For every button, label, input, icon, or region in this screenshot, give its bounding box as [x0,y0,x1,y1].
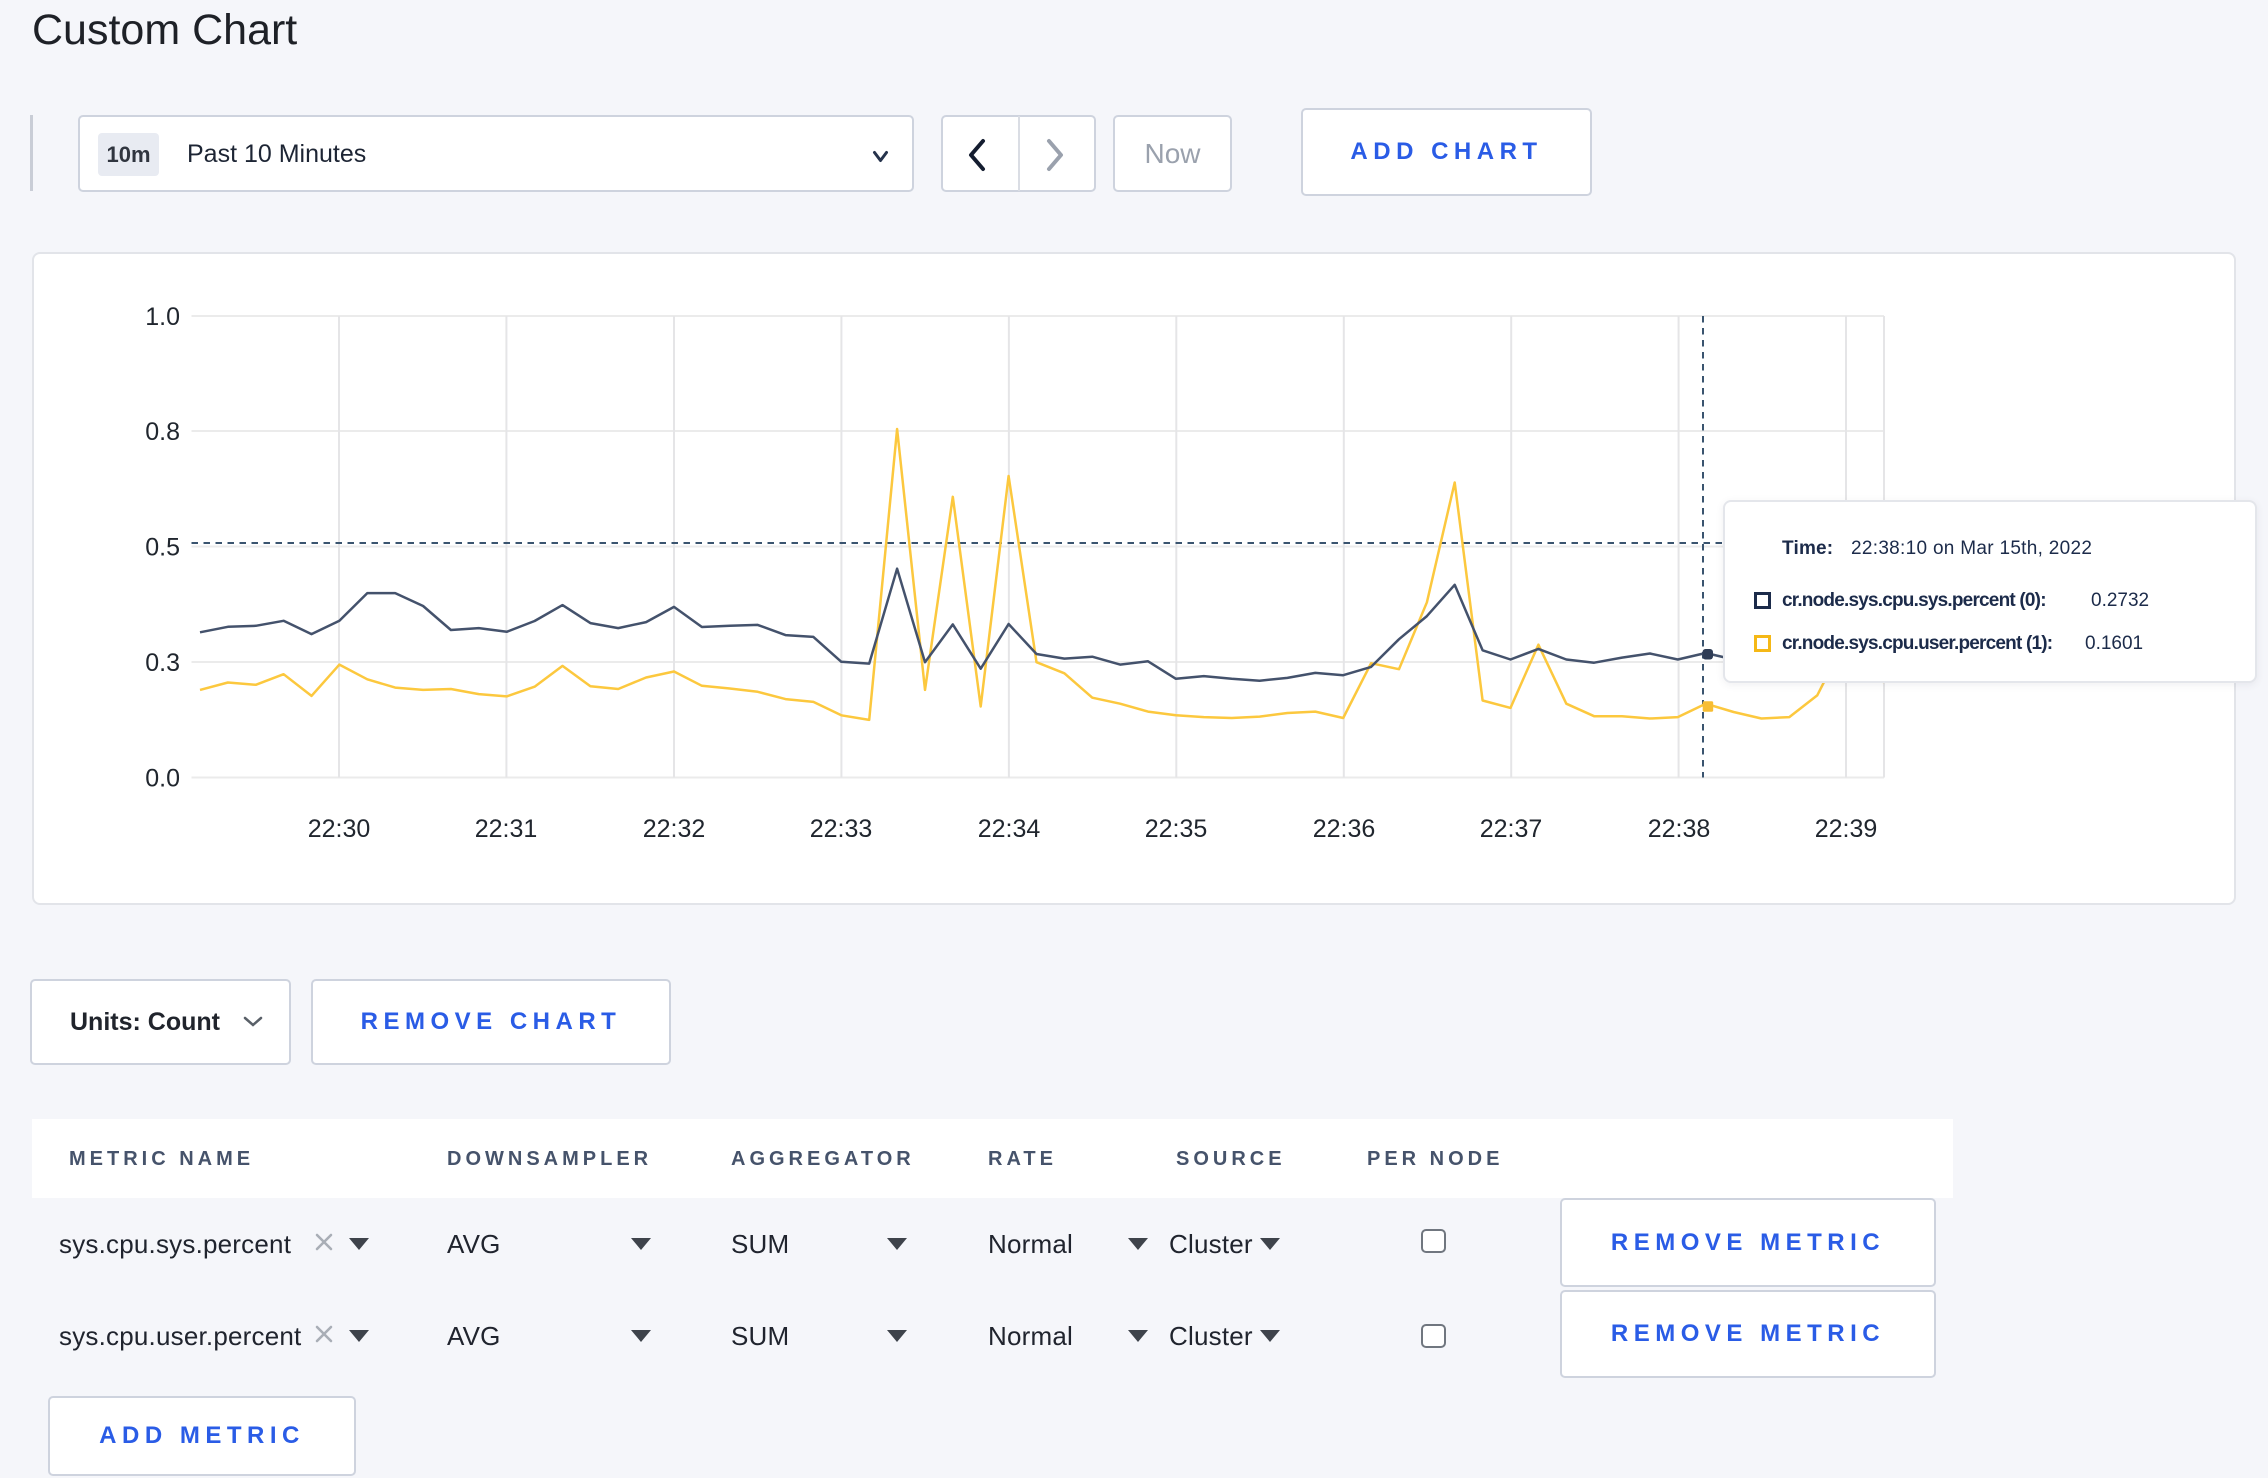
svg-text:22:30: 22:30 [308,815,371,843]
svg-text:22:36: 22:36 [1313,815,1376,843]
svg-text:0.3: 0.3 [145,649,180,677]
svg-text:22:31: 22:31 [475,815,538,843]
svg-text:22:37: 22:37 [1480,815,1543,843]
svg-text:0.8: 0.8 [145,418,180,446]
svg-text:22:34: 22:34 [978,815,1041,843]
svg-text:0.0: 0.0 [145,765,180,793]
svg-text:22:38: 22:38 [1648,815,1711,843]
svg-text:22:39: 22:39 [1815,815,1878,843]
svg-text:22:33: 22:33 [810,815,873,843]
svg-text:0.5: 0.5 [145,534,180,562]
svg-text:1.0: 1.0 [145,303,180,331]
svg-text:22:32: 22:32 [643,815,706,843]
svg-text:22:35: 22:35 [1145,815,1208,843]
